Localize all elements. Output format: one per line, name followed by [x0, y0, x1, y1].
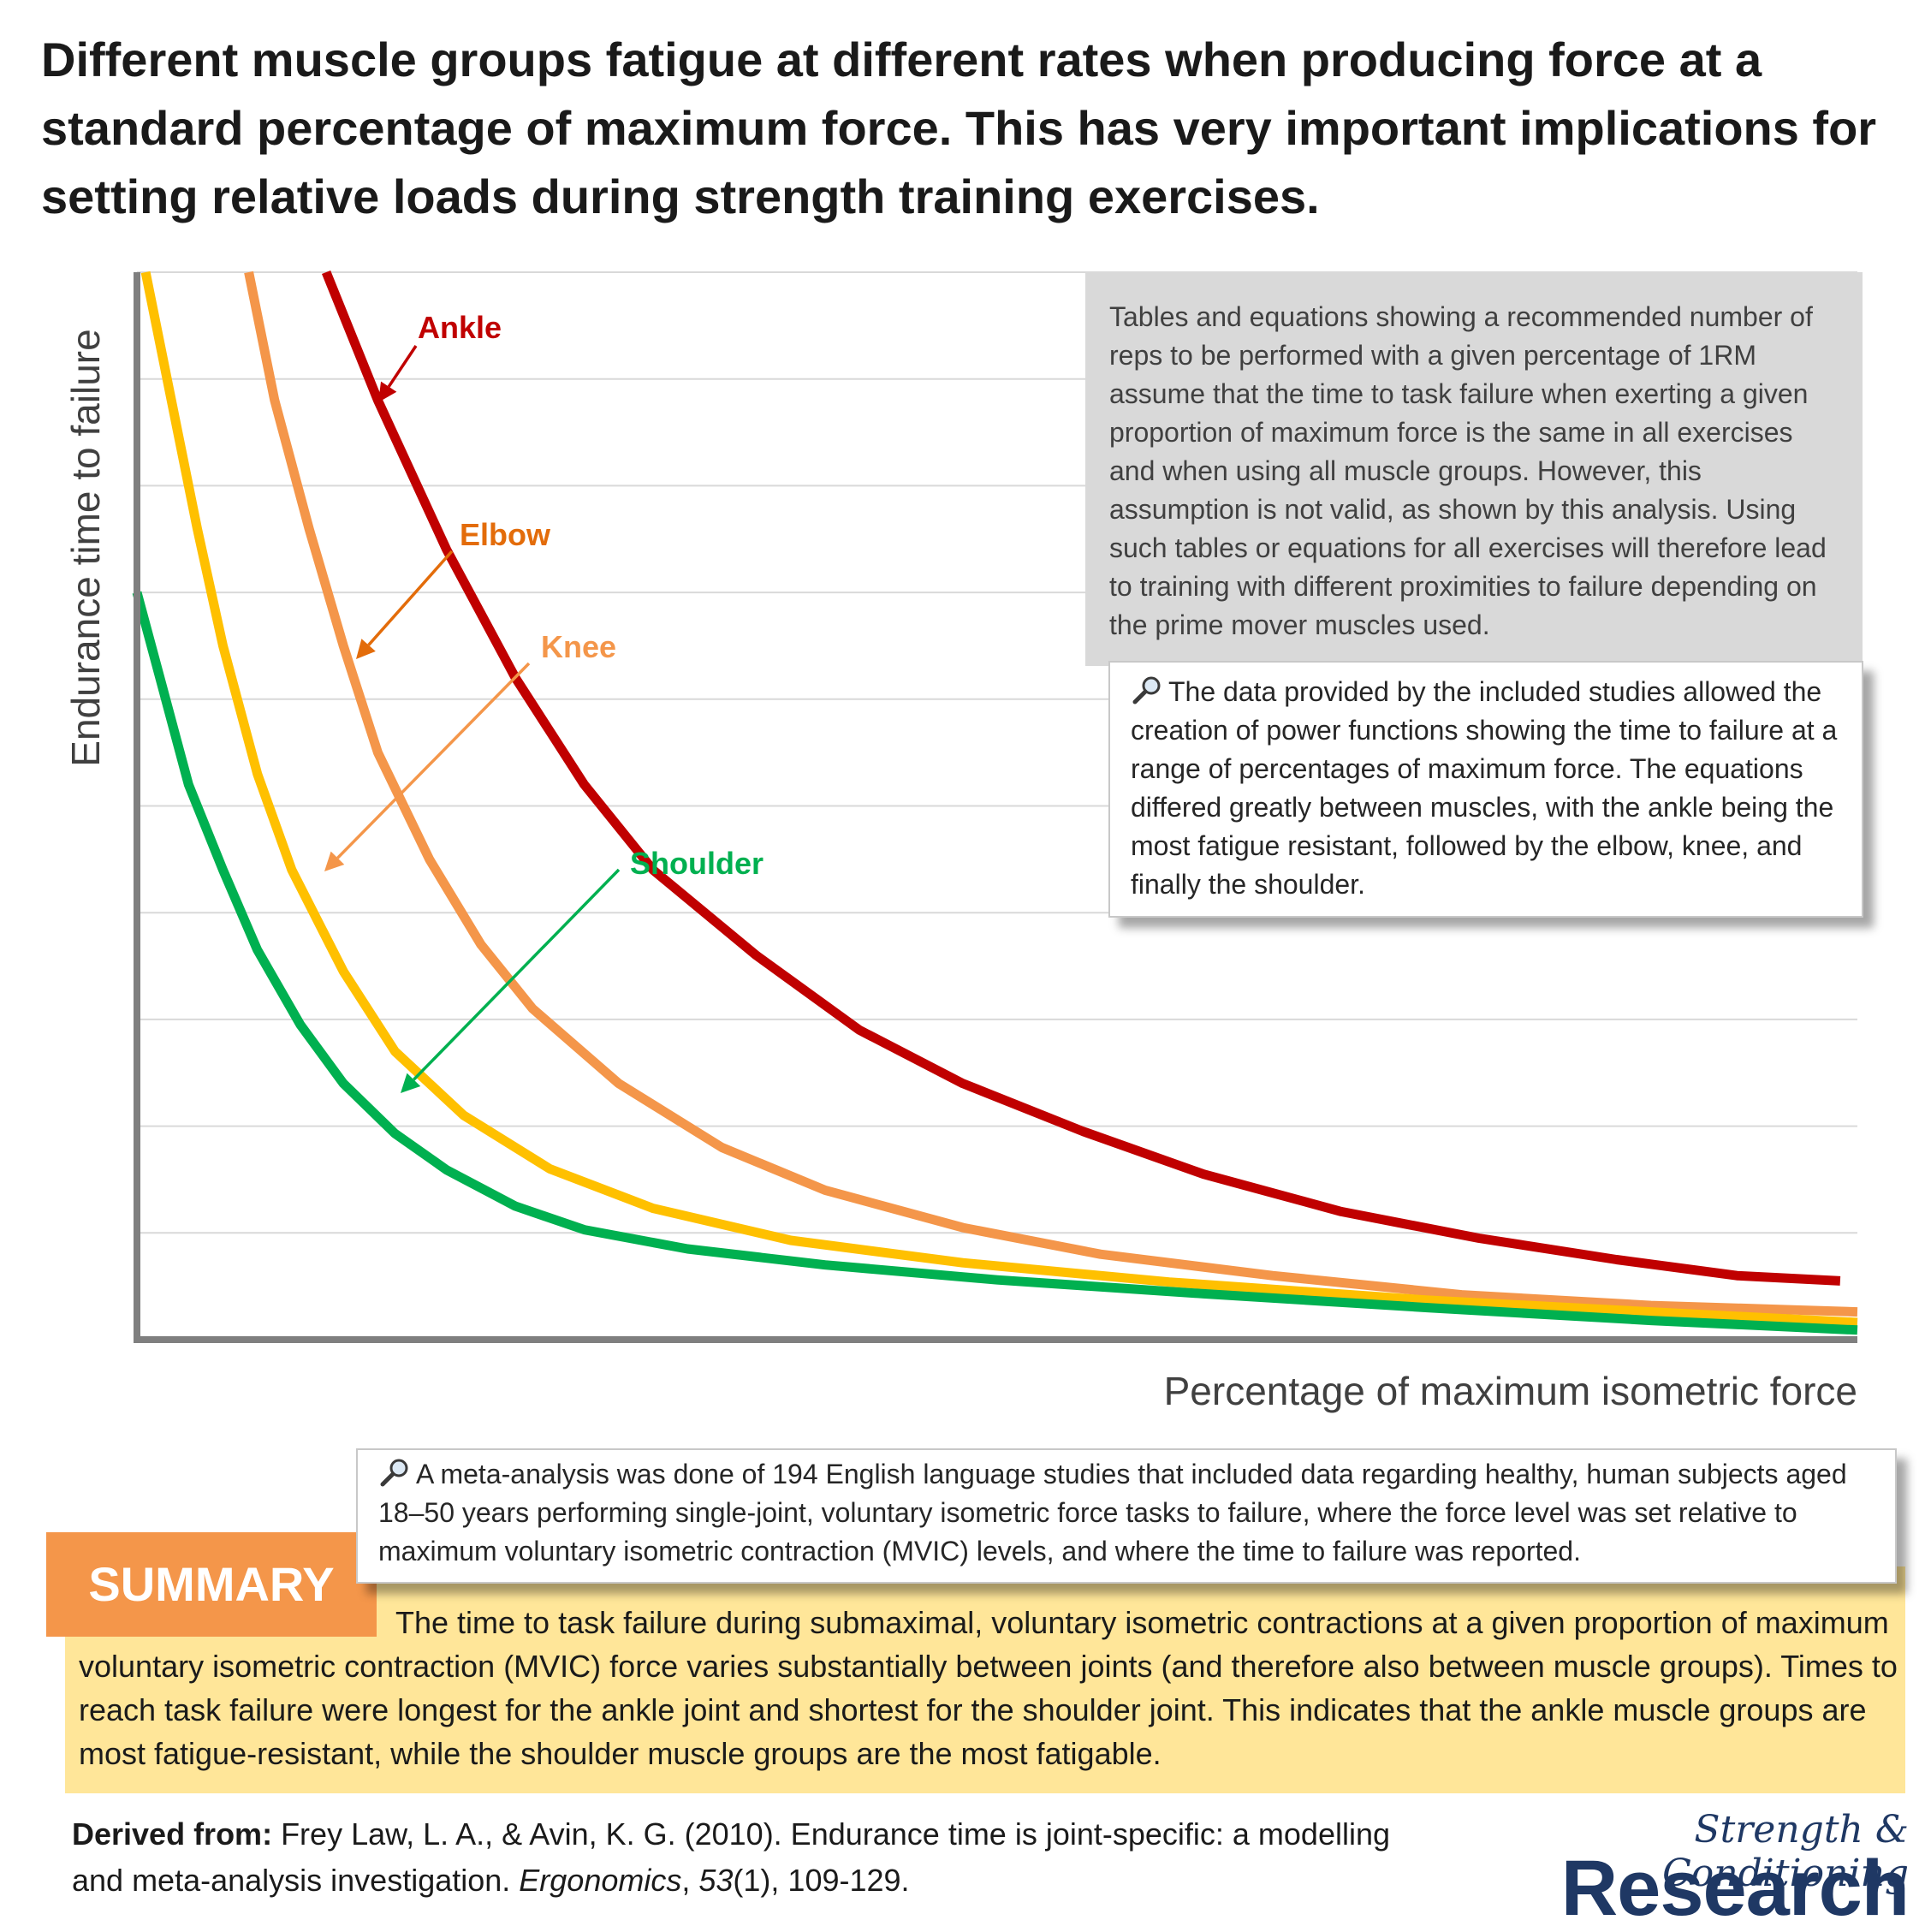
series-line-elbow: [244, 270, 1858, 1317]
chart-series: [132, 270, 1858, 1335]
series-label-shoulder: Shoulder: [630, 846, 763, 881]
summary-tag: SUMMARY: [46, 1532, 377, 1637]
arrowhead-shoulder: [401, 1073, 421, 1093]
series-line-ankle: [321, 270, 1841, 1286]
arrowhead-knee: [324, 851, 345, 871]
magnifier-icon: [380, 1459, 408, 1487]
power-function-note: The data provided by the included studie…: [1108, 661, 1863, 918]
meta-analysis-note-text: A meta-analysis was done of 194 English …: [378, 1459, 1847, 1566]
series-label-elbow: Elbow: [460, 517, 551, 552]
logo-script-text: Strength & Conditioning: [1662, 1808, 1909, 1895]
citation-journal: Ergonomics: [519, 1863, 682, 1898]
arrow-ankle: [387, 345, 418, 388]
page-title: Different muscle groups fatigue at diffe…: [41, 33, 1877, 223]
series-label-knee: Knee: [541, 629, 616, 664]
series-label-ankle: Ankle: [418, 310, 502, 345]
series-label-arrows: [324, 345, 621, 1093]
logo-main-text: Research: [1560, 1845, 1910, 1932]
arrow-shoulder: [413, 868, 621, 1081]
citation-label: Derived from:: [72, 1816, 273, 1852]
citation-volume: 53: [698, 1863, 734, 1898]
assumption-note: Tables and equations showing a recommend…: [1085, 272, 1863, 666]
summary-text: The time to task failure during submaxim…: [79, 1605, 1898, 1771]
citation: Derived from: Frey Law, L. A., & Avin, K…: [72, 1816, 1391, 1898]
series-line-knee: [140, 270, 1858, 1328]
arrow-elbow: [367, 550, 454, 646]
citation-pages: (1), 109-129.: [733, 1863, 910, 1898]
series-labels: Ankle Elbow Knee Shoulder: [418, 310, 763, 881]
arrowhead-elbow: [356, 639, 376, 659]
x-axis-label: Percentage of maximum isometric force: [1163, 1369, 1857, 1413]
power-function-note-text: The data provided by the included studie…: [1131, 676, 1838, 900]
citation-authors: Frey Law, L. A., & Avin, K. G. (2010). E…: [72, 1816, 1391, 1898]
assumption-note-text: Tables and equations showing a recommend…: [1109, 301, 1827, 640]
series-line-shoulder: [132, 591, 1858, 1335]
arrowhead-ankle: [378, 381, 397, 402]
y-axis-label: Endurance time to failure: [63, 329, 108, 767]
arrow-knee: [336, 662, 531, 859]
magnifier-icon: [1132, 676, 1161, 704]
meta-analysis-note: A meta-analysis was done of 194 English …: [356, 1448, 1897, 1584]
